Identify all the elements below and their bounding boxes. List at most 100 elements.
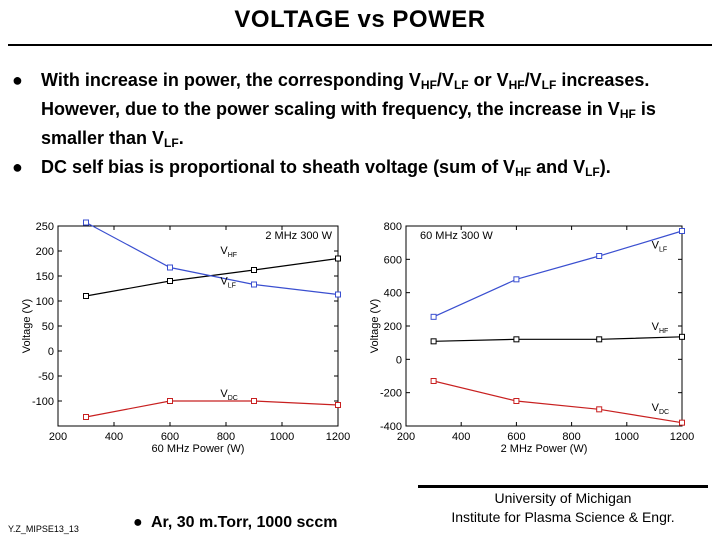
text-run: /V: [436, 70, 454, 90]
bullet-list: ● With increase in power, the correspond…: [12, 68, 712, 184]
series-label-vlf: VLF: [652, 240, 668, 254]
text-run: /V: [524, 70, 542, 90]
y-tick-label: -200: [380, 388, 402, 400]
data-point: [513, 276, 520, 283]
y-tick-label: 200: [384, 321, 402, 333]
y-tick-label: 600: [384, 254, 402, 266]
data-point: [679, 228, 685, 234]
series-label-main: V: [652, 240, 660, 252]
series-label-sub: HF: [228, 252, 237, 259]
bullet-dot-icon: ●: [133, 514, 143, 531]
x-tick-label: 800: [562, 431, 580, 443]
series-line-vhf: [433, 336, 683, 342]
data-point: [513, 398, 520, 404]
subscript: HF: [619, 107, 636, 121]
y-tick-label: -400: [380, 421, 402, 433]
plot-frame: [405, 225, 683, 427]
x-tick-label: 1000: [270, 431, 294, 443]
bullet-dot-icon: ●: [12, 157, 23, 177]
plot-frame: [57, 225, 339, 427]
data-point: [596, 406, 603, 413]
series-label-sub: DC: [228, 395, 238, 402]
data-point: [430, 313, 437, 320]
y-tick-label: 200: [36, 246, 54, 258]
text-run: ).: [599, 157, 611, 177]
x-tick-label: 600: [507, 431, 525, 443]
text-run: or V: [468, 70, 509, 90]
bullet-dot-icon: ●: [12, 70, 23, 90]
series-label-sub: HF: [659, 328, 668, 335]
text-run: With increase in power, the correspondin…: [41, 70, 421, 90]
x-tick-label: 400: [105, 431, 123, 443]
x-tick-label: 200: [397, 431, 415, 443]
data-point: [430, 378, 437, 384]
data-point: [335, 402, 341, 408]
conditions-text: Ar, 30 m.Torr, 1000 sccm: [150, 514, 338, 531]
y-axis-label: Voltage (V): [21, 299, 33, 353]
data-point: [83, 219, 89, 226]
data-point: [679, 419, 685, 426]
affiliation: University of Michigan Institute for Pla…: [418, 489, 708, 527]
series-label-vdc: VDC: [220, 388, 237, 402]
text-run: DC self bias is proportional to sheath v…: [41, 157, 516, 177]
y-tick-label: 250: [36, 221, 54, 233]
bullet-item: ● With increase in power, the correspond…: [12, 68, 712, 155]
data-point: [679, 333, 685, 340]
bullet-item: ● DC self bias is proportional to sheath…: [12, 155, 712, 184]
series-line-vlf: [85, 221, 339, 296]
series-line-vdc: [85, 400, 339, 418]
chart-title: 2 MHz 300 W: [265, 230, 332, 242]
chart-title: 60 MHz 300 W: [420, 230, 493, 242]
series-label-vdc: VDC: [652, 402, 669, 416]
y-tick-label: 0: [396, 354, 402, 366]
data-point: [83, 293, 89, 299]
data-point: [430, 338, 437, 345]
series-line-vdc: [433, 380, 683, 424]
data-point: [335, 255, 341, 262]
data-point: [596, 253, 603, 259]
subscript: LF: [585, 165, 600, 179]
series-label-vlf: VLF: [220, 276, 236, 290]
chart-vs-2mhz-power: -400 -200 0 200 400 600 800 200 400 600 800 1000 120…: [369, 221, 694, 455]
series-label-main: V: [220, 245, 228, 257]
data-point: [167, 264, 173, 271]
subscript: HF: [420, 78, 437, 92]
data-point: [167, 398, 173, 404]
title-underline: [8, 44, 712, 46]
x-tick-label: 1000: [615, 431, 639, 443]
x-axis-label: 60 MHz Power (W): [152, 443, 245, 455]
affiliation-line1: University of Michigan: [494, 490, 632, 506]
x-tick-label: 200: [49, 431, 67, 443]
text-run: .: [178, 128, 184, 148]
x-axis-label: 2 MHz Power (W): [501, 443, 588, 455]
data-point: [251, 281, 257, 288]
text-run: increases. However, due to the power sca…: [41, 70, 650, 119]
y-axis-label: Voltage (V): [369, 299, 381, 353]
subscript: HF: [508, 78, 525, 92]
bullet-text: With increase in power, the correspondin…: [41, 70, 656, 150]
subscript: LF: [541, 78, 557, 92]
data-point: [335, 291, 341, 298]
affiliation-line2: Institute for Plasma Science & Engr.: [451, 509, 675, 525]
chart-vs-60mhz-power: -100 -50 0 50 100 150 200 250 200 400 600 800 1000 12…: [21, 219, 350, 455]
conditions-bullet: ● Ar, 30 m.Torr, 1000 sccm: [133, 514, 337, 532]
y-tick-label: 150: [36, 271, 54, 283]
x-tick-label: 600: [161, 431, 179, 443]
y-tick-label: 0: [48, 346, 54, 358]
data-point: [251, 267, 257, 273]
x-tick-label: 400: [452, 431, 470, 443]
y-tick-label: 100: [36, 296, 54, 308]
affiliation-rule: [418, 485, 708, 488]
y-tick-label: 50: [42, 321, 54, 333]
series-label-sub: DC: [659, 409, 669, 416]
y-tick-label: 800: [384, 221, 402, 233]
series-label-sub: LF: [228, 283, 236, 290]
bullet-text: DC self bias is proportional to sheath v…: [41, 157, 611, 179]
x-tick-label: 1200: [326, 431, 350, 443]
data-point: [167, 278, 173, 284]
y-tick-label: -50: [38, 371, 54, 383]
x-tick-label: 1200: [670, 431, 694, 443]
author-code: Y.Z_MIPSE13_13: [8, 524, 79, 534]
slide-title: VOLTAGE vs POWER: [234, 6, 486, 33]
series-line-vlf: [433, 230, 683, 318]
